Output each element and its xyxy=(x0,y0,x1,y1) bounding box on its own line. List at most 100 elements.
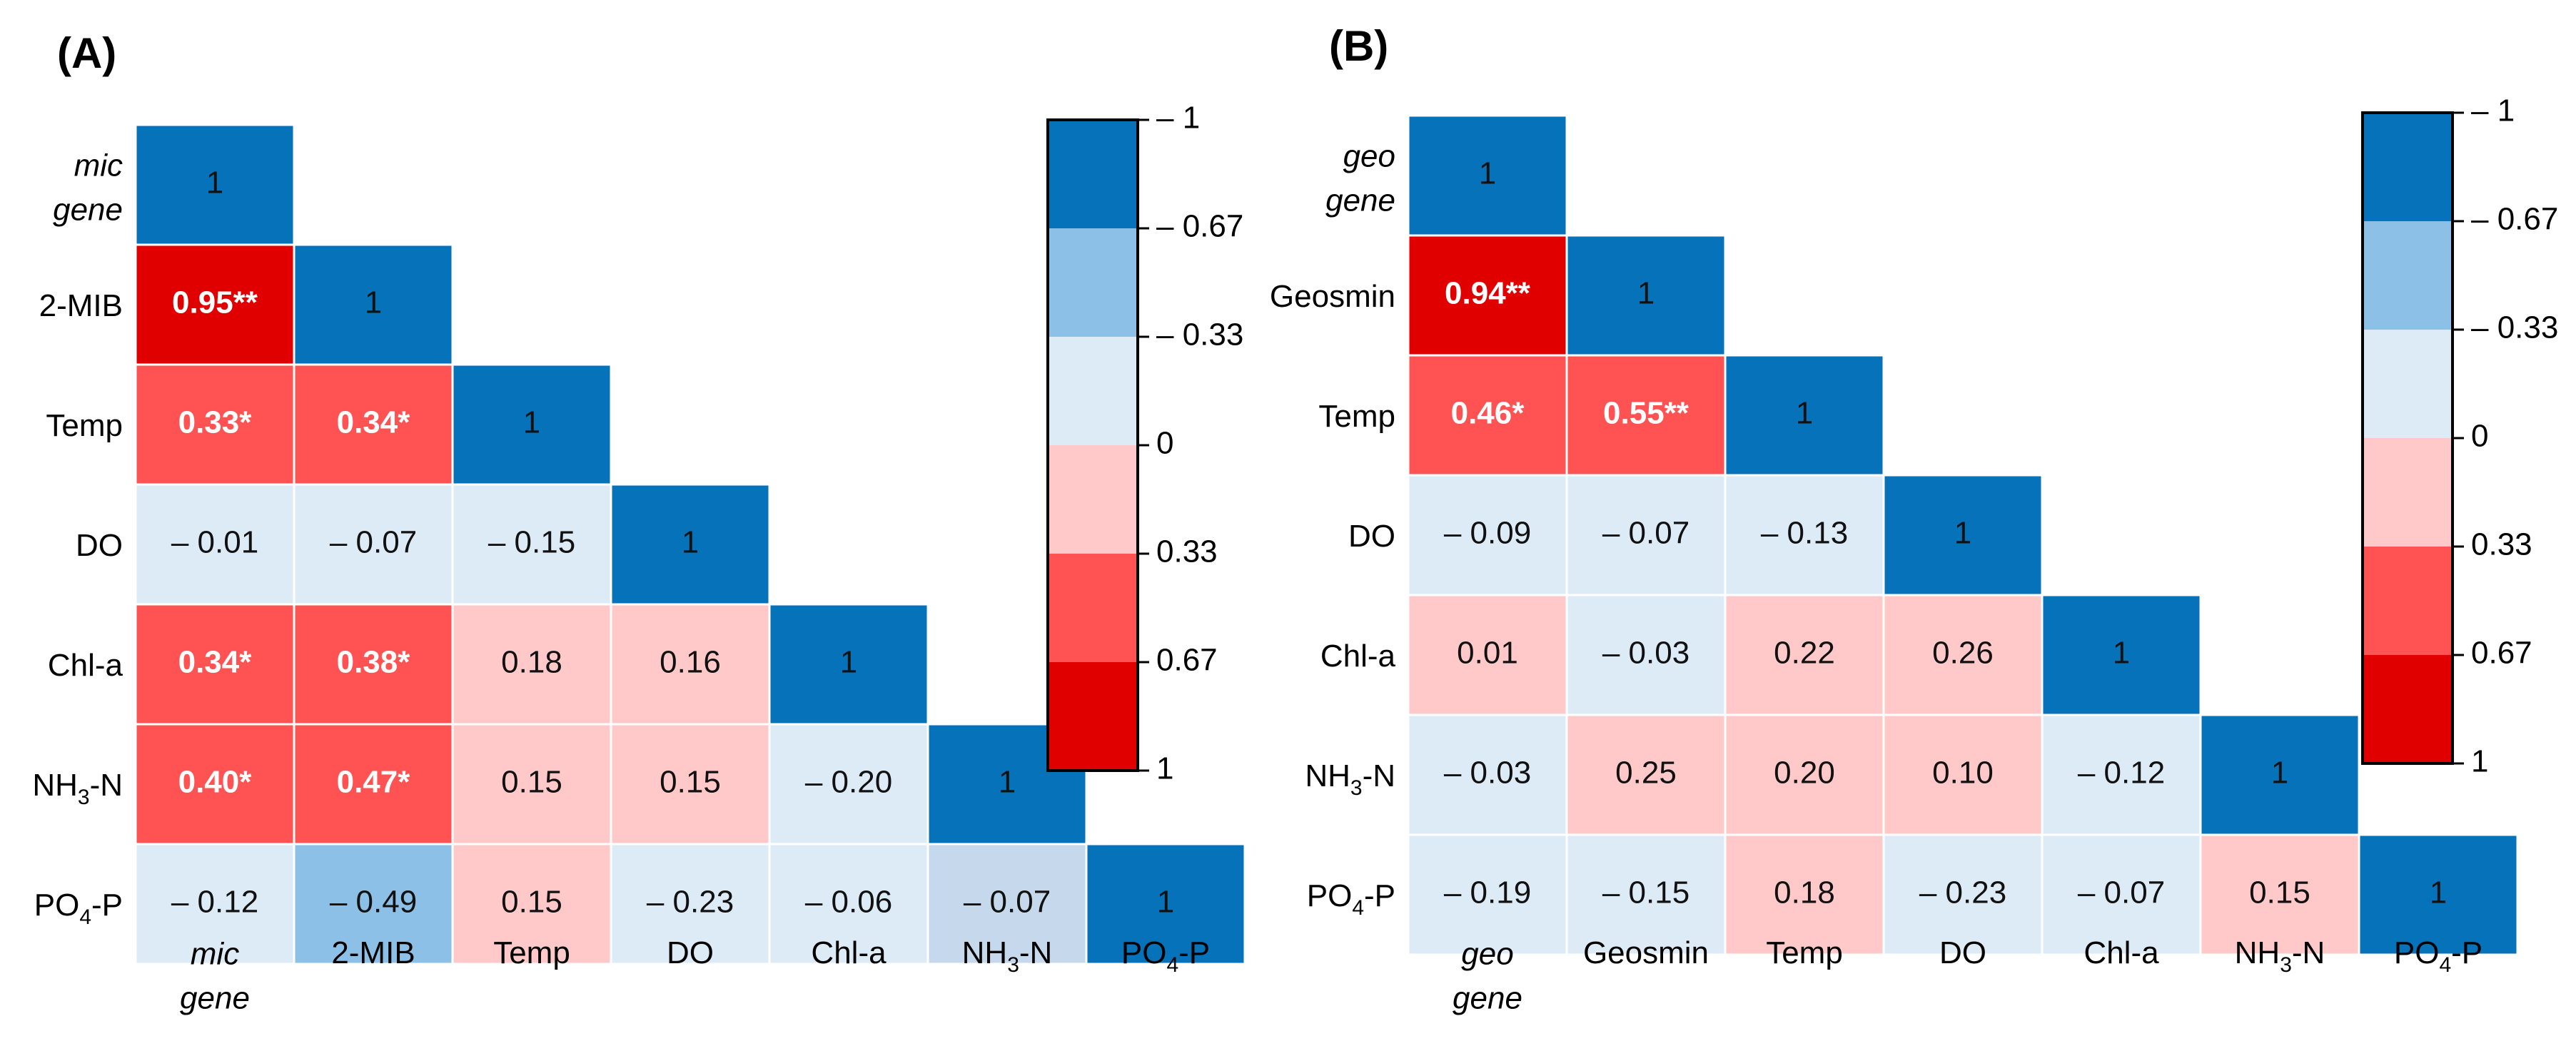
col-label: NH3-N xyxy=(962,935,1053,977)
cell-value-label: 1 xyxy=(1954,516,1971,551)
cell-value-label: – 0.03 xyxy=(1602,636,1689,671)
col-label-part: -N xyxy=(1019,935,1052,970)
col-label-part: -P xyxy=(1178,935,1210,970)
cell-value-label: 1 xyxy=(206,166,223,200)
col-label-part: DO xyxy=(1939,935,1986,970)
row-label-part: 4 xyxy=(1352,896,1364,920)
cell-value-label: – 0.03 xyxy=(1444,756,1531,791)
col-label-part: NH xyxy=(962,935,1008,970)
heatmap-cell xyxy=(1724,714,1885,836)
row-label: PO4-P xyxy=(34,888,123,930)
cell-value-label: 0.22 xyxy=(1774,636,1835,671)
cell-value-label: 1 xyxy=(1637,276,1655,311)
heatmap-panel-1: (B) 1 0.94** 1 0.46* 0.55** 1 – 0.09 – 0.07 – 0.1… xyxy=(1270,22,2558,1016)
row-label: PO4-P xyxy=(1307,878,1395,920)
heatmap-cell xyxy=(610,483,771,606)
col-label-line-1: gene xyxy=(1453,981,1522,1016)
col-label-line-0: mic xyxy=(191,937,239,972)
col-label-part: 4 xyxy=(1166,953,1178,977)
cell-value-label: 0.55** xyxy=(1603,396,1689,431)
colorbar-tick-label: – 0.33 xyxy=(1156,318,1243,352)
colorbar-tick-label: 0 xyxy=(2471,419,2488,454)
row-label: NH3-N xyxy=(1305,758,1395,801)
panel-label: (A) xyxy=(57,29,116,77)
colorbar-band xyxy=(2363,547,2453,655)
row-label-part: 2-MIB xyxy=(39,288,123,323)
cell-value-label: 0.46* xyxy=(1451,396,1525,431)
heatmap-cell xyxy=(293,483,454,606)
colorbar: – 1 – 0.67 – 0.33 0 0.33 0.67 1 xyxy=(1046,101,1243,786)
heatmap-cell xyxy=(134,843,296,965)
row-label: Chl-a xyxy=(1320,639,1396,674)
row-label-part: -P xyxy=(1364,878,1395,913)
colorbar-tick-label: 1 xyxy=(1156,751,1173,786)
heatmap-cell xyxy=(1407,234,1568,357)
col-label-part: 3 xyxy=(1007,953,1019,977)
heatmap-cell xyxy=(1407,714,1568,836)
heatmap-cell xyxy=(1565,354,1727,477)
heatmap-cell xyxy=(2358,833,2519,956)
cell-value-label: 0.20 xyxy=(1774,756,1835,791)
row-label-part: Temp xyxy=(46,408,123,443)
colorbar-tick-label: – 0.33 xyxy=(2471,310,2558,345)
heatmap-cell xyxy=(293,603,454,726)
colorbar: – 1 – 0.67 – 0.33 0 0.33 0.67 1 xyxy=(2361,93,2558,779)
heatmap-cell xyxy=(1882,714,2044,836)
heatmap-cell xyxy=(451,363,612,486)
cell-value-label: 0.33* xyxy=(178,405,253,440)
colorbar-tick-label: 0 xyxy=(1156,426,1173,461)
cell-value-label: – 0.01 xyxy=(171,525,258,560)
colorbar-tick-label: – 1 xyxy=(2471,93,2515,128)
col-label: Chl-a xyxy=(811,935,887,970)
cell-value-label: 0.15 xyxy=(501,765,562,800)
cell-value-label: 0.95** xyxy=(172,285,258,320)
colorbar-tick-label: – 0.67 xyxy=(2471,202,2558,237)
cell-value-label: 1 xyxy=(682,525,699,560)
col-label: Temp xyxy=(1766,935,1843,970)
row-label: DO xyxy=(76,528,123,563)
row-label-line-1: gene xyxy=(1325,183,1395,218)
cell-value-label: 1 xyxy=(523,405,540,440)
heatmap-cell xyxy=(451,723,612,846)
cell-value-label: 0.15 xyxy=(501,885,562,920)
row-label: Temp xyxy=(1318,399,1395,434)
heatmap-cell xyxy=(293,723,454,846)
cell-value-label: 1 xyxy=(2430,875,2447,910)
row-label: Geosmin xyxy=(1270,279,1395,314)
heatmap-cell xyxy=(1882,833,2044,956)
cell-value-label: 0.10 xyxy=(1932,756,1994,791)
row-label: NH3-N xyxy=(32,768,123,810)
cell-value-label: – 0.23 xyxy=(1919,875,2006,910)
colorbar-tick-label: – 1 xyxy=(1156,101,1200,136)
heatmap-cell xyxy=(1407,594,1568,716)
row-label-part: Chl-a xyxy=(48,648,123,683)
col-label: 2-MIB xyxy=(331,935,415,970)
cell-value-label: 1 xyxy=(840,645,857,680)
cell-value-label: 0.15 xyxy=(2249,875,2310,910)
cell-value-label: 1 xyxy=(2271,756,2288,791)
cell-value-label: 0.26 xyxy=(1932,636,1994,671)
cell-value-label: 1 xyxy=(1157,885,1174,920)
heatmap-cell xyxy=(134,363,296,486)
colorbar-band xyxy=(2363,113,2453,221)
cell-value-label: 0.47* xyxy=(337,765,411,800)
row-label-line-1: gene xyxy=(53,193,123,228)
row-label-part: NH xyxy=(32,768,78,803)
cell-value-label: 0.01 xyxy=(1457,636,1518,671)
row-label-part: Temp xyxy=(1318,399,1395,434)
col-label-part: 3 xyxy=(2280,953,2292,977)
heatmap-cell xyxy=(1882,474,2044,596)
cell-value-label: – 0.49 xyxy=(330,885,417,920)
heatmap-cell xyxy=(2041,714,2202,836)
cell-value-label: 0.94** xyxy=(1445,276,1531,311)
col-label: DO xyxy=(1939,935,1986,970)
cell-value-label: – 0.13 xyxy=(1761,516,1848,551)
heatmap-cell xyxy=(610,843,771,965)
col-label-part: PO xyxy=(1121,935,1167,970)
col-label-part: PO xyxy=(2394,935,2440,970)
heatmap-cell xyxy=(2041,833,2202,956)
row-label: Chl-a xyxy=(48,648,123,683)
col-label-part: 4 xyxy=(2439,953,2451,977)
cell-value-label: 0.15 xyxy=(660,765,721,800)
heatmap-cell xyxy=(926,843,1088,965)
